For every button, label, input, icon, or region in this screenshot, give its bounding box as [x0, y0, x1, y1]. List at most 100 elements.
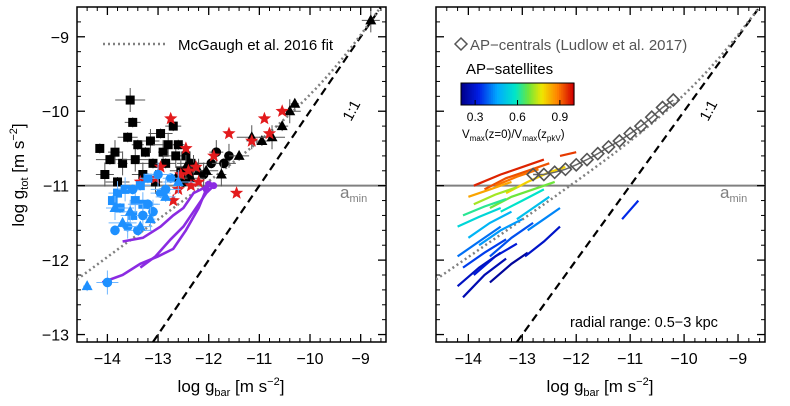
black-square-marker — [133, 140, 143, 150]
satellite-track — [462, 198, 507, 217]
purple-curve-endpoint — [202, 185, 210, 193]
colorbar-segment — [474, 83, 477, 105]
left-y-tick-label: −10 — [42, 104, 69, 121]
colorbar-segment — [528, 83, 532, 105]
red-star-marker — [189, 160, 203, 173]
blue-triangle-marker — [109, 202, 121, 212]
satellite-track — [516, 195, 550, 221]
ap-centrals-diamond — [558, 162, 573, 177]
satellite-track — [559, 151, 577, 157]
blue-triangle-marker — [81, 280, 93, 291]
colorbar-label: Vmax(z=0)/Vmax(zpkV) — [462, 129, 565, 143]
colorbar-segment — [555, 83, 558, 105]
right-x-tick-label: −11 — [617, 351, 643, 368]
colorbar-segment — [517, 83, 520, 105]
red-star-marker — [262, 126, 277, 140]
right-x-tick-label: −12 — [563, 351, 590, 368]
colorbar-segment — [566, 83, 569, 105]
black-square-marker — [100, 170, 110, 179]
radial-range-annotation: radial range: 0.5−3 kpc — [570, 315, 718, 331]
black-triangle-marker — [284, 105, 296, 116]
colorbar-segment — [470, 83, 473, 105]
black-square-marker — [118, 158, 128, 168]
blue-triangle-marker — [144, 213, 156, 224]
colorbar-segment — [513, 83, 517, 105]
colorbar-segment — [487, 83, 490, 105]
blue-triangle-marker — [134, 220, 146, 231]
black-triangle-marker — [256, 135, 268, 145]
colorbar-segment — [525, 83, 528, 105]
right-mcgaugh-fit-curve — [436, 7, 761, 281]
left-x-tick-label: −12 — [195, 351, 222, 368]
colorbar-segment — [515, 83, 519, 105]
blue-square-marker — [113, 188, 123, 198]
colorbar-segment — [476, 83, 479, 105]
colorbar-segment — [466, 83, 470, 105]
red-star-marker — [222, 126, 236, 140]
colorbar-segment — [532, 83, 536, 105]
black-square-marker — [95, 143, 105, 153]
ap-centrals-diamond — [579, 152, 595, 167]
colorbar-segment — [464, 83, 468, 105]
ap-centrals-diamond — [569, 157, 584, 172]
satellite-track — [524, 225, 561, 258]
right-x-axis-label: log gbar [m s−2] — [547, 376, 654, 399]
red-star-marker — [184, 178, 198, 192]
colorbar-segment — [538, 83, 541, 105]
colorbar-segment — [509, 83, 513, 105]
satellite-track — [456, 251, 502, 288]
red-star-marker — [153, 160, 168, 173]
black-square-marker — [123, 132, 133, 142]
black-triangle-marker — [276, 120, 288, 131]
blue-circle-marker — [143, 199, 153, 210]
blue-square-marker — [130, 196, 140, 206]
red-star-marker — [174, 167, 188, 181]
blue-square-marker — [135, 181, 145, 191]
black-square-marker — [110, 147, 120, 157]
right-legend: AP−centrals (Ludlow et al. 2017) AP−sate… — [453, 36, 687, 78]
left-y-tick-label: −13 — [42, 328, 69, 345]
red-star-marker — [164, 111, 178, 125]
black-triangle-marker — [215, 168, 227, 179]
red-star-marker — [181, 163, 196, 177]
blue-circle-marker — [127, 184, 138, 195]
black-square-marker — [128, 117, 138, 127]
black-square-marker — [148, 158, 158, 168]
colorbar-segment — [504, 83, 507, 105]
left-one-to-one-line — [152, 7, 383, 342]
satellite-track — [456, 225, 502, 258]
ap-centrals-diamond — [590, 146, 605, 161]
black-square-marker — [125, 95, 135, 105]
satellite-track — [527, 207, 561, 232]
colorbar-segment — [530, 83, 534, 105]
ap-centrals-diamond — [655, 100, 670, 115]
right-x-tick-label: −9 — [729, 351, 747, 368]
right-amin-label: amin — [720, 183, 747, 205]
purple-curve-endpoint — [210, 182, 218, 190]
colorbar-segment — [557, 83, 560, 105]
black-triangle-marker — [289, 97, 301, 108]
ap-centrals-diamond — [633, 118, 649, 134]
blue-square-marker — [107, 196, 117, 206]
ap-centrals-diamond — [644, 110, 659, 125]
left-panel: −14 −13 −12 −11 −10 −9 −13 −12 −11 −10 −9 log gtot… — [8, 6, 387, 399]
colorbar-segment — [534, 83, 537, 105]
satellite-track — [478, 218, 523, 247]
blue-circle-marker — [160, 184, 171, 195]
black-square-marker — [140, 147, 150, 157]
colorbar-segment — [572, 83, 575, 105]
red-star-marker — [207, 148, 221, 162]
ap-centrals-diamond — [601, 139, 616, 155]
black-triangle-marker — [365, 14, 377, 25]
colorbar-segment — [521, 83, 524, 105]
colorbar-segment — [511, 83, 515, 105]
colorbar-segment — [536, 83, 539, 105]
ap-centrals-line — [533, 99, 674, 176]
colorbar-tick-label: 0.9 — [552, 110, 569, 124]
colorbar-segment — [500, 83, 504, 105]
colorbar-segment — [481, 83, 485, 105]
black-square-marker — [183, 170, 193, 179]
black-square-marker — [168, 121, 178, 131]
colorbar-segment — [479, 83, 483, 105]
